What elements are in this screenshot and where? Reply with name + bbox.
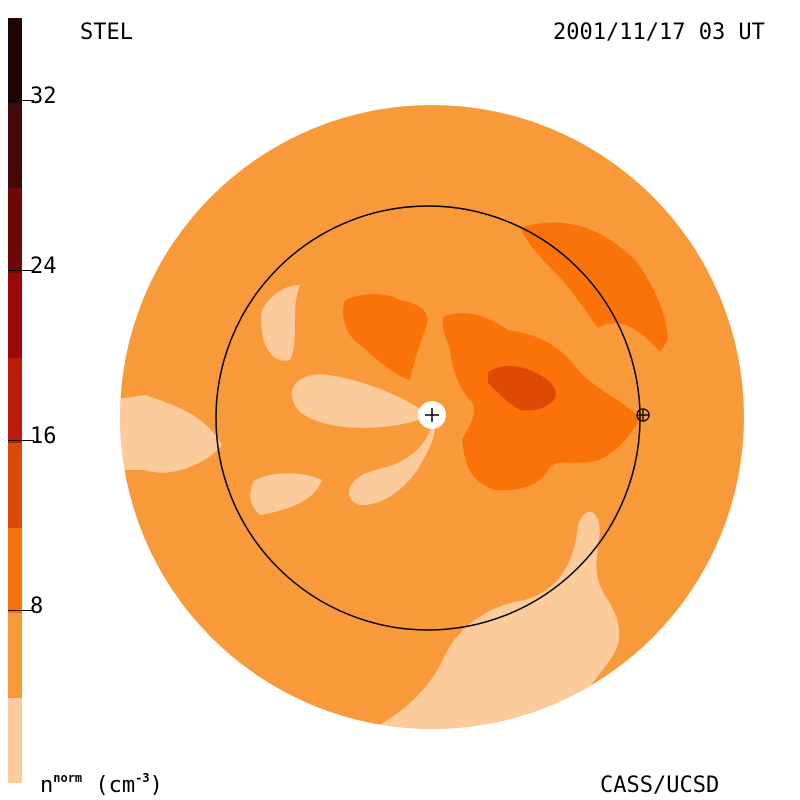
colorbar-segment [8,528,22,613]
colorbar-segment [8,188,22,273]
density-region-low [370,511,620,729]
colorbar-segment [8,443,22,528]
colorbar-tick-label-32: 32 [30,84,57,109]
density-region-low [291,374,425,428]
colorbar-tick [8,610,34,611]
credit-label: CASS/UCSD [600,773,720,798]
colorbar-segment [8,18,22,103]
colorbar-segment [8,103,22,188]
density-region-high [488,366,556,411]
colorbar-tick-label-8: 8 [30,594,44,619]
units-base: n [40,773,54,798]
colorbar-tick-label-24: 24 [30,254,57,279]
units-label: nnorm (cm-3) [40,772,163,797]
units-close: ) [149,773,163,798]
density-region-low [348,422,435,506]
colorbar-segment [8,613,22,698]
units-rest: (cm [82,773,136,798]
density-region-medium [343,294,428,380]
datetime-label: 2001/11/17 03 UT [553,20,765,45]
density-region-low [120,395,222,473]
colorbar-tick [8,100,34,101]
density-region-low [250,473,322,515]
density-region-low [261,285,300,361]
colorbar-tick [8,270,34,271]
colorbar-tick [8,440,34,441]
units-super: norm [53,771,83,785]
earth-circled-plus-icon [636,408,650,422]
instrument-label: STEL [80,20,133,45]
sun-plus-icon [418,401,446,429]
colorbar-segment [8,358,22,443]
colorbar-segment [8,698,22,783]
units-exponent: -3 [135,771,150,785]
colorbar-tick-label-16: 16 [30,424,57,449]
color-scale-bar [8,18,22,783]
colorbar-segment [8,273,22,358]
earth-orbit-circle [215,205,641,631]
